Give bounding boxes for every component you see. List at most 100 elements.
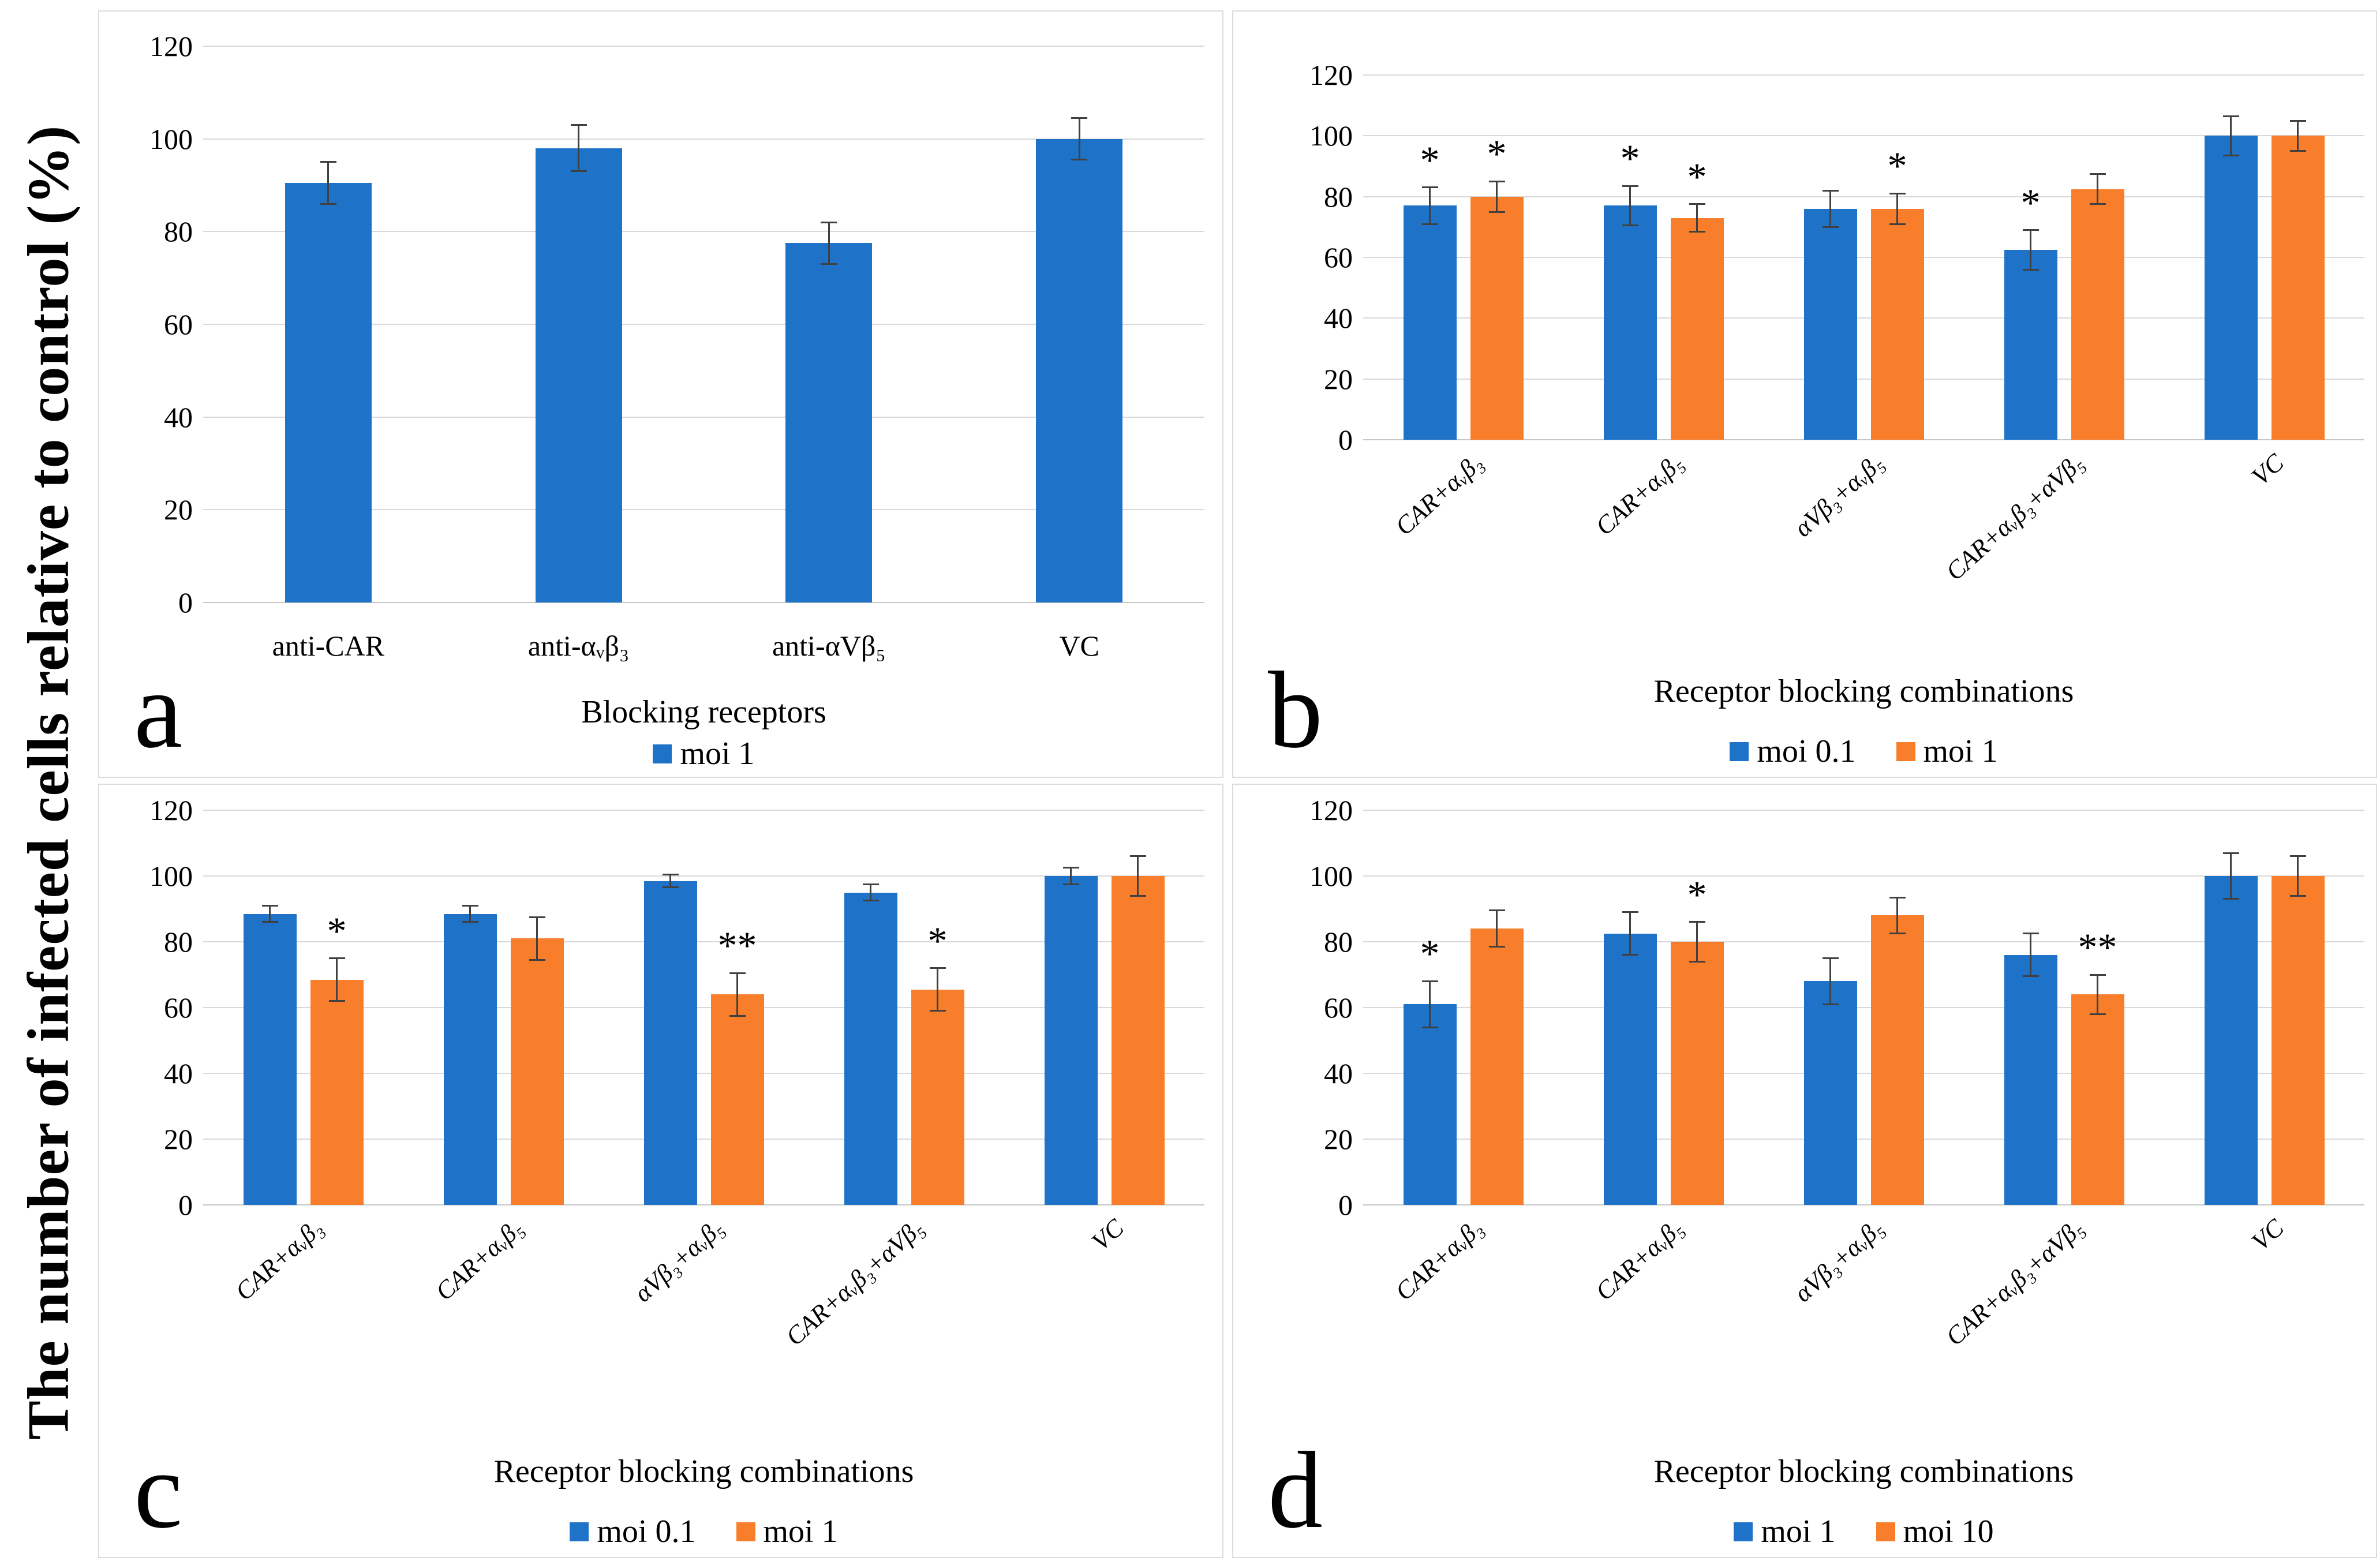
error-bar	[736, 973, 738, 1016]
bar-moi-1-2	[710, 994, 764, 1205]
legend-label: moi 10	[1903, 1514, 1994, 1549]
plot-area-a	[203, 46, 1204, 603]
bar-moi-1-1	[510, 938, 564, 1205]
x-tick-label: anti-CAR	[272, 630, 385, 662]
error-bar-cap	[328, 957, 345, 959]
panel-b: * * * * * * Receptor blocking combinations mo…	[1232, 10, 2377, 778]
error-bar-cap	[2222, 898, 2239, 900]
x-tick-label: CAR+αᵥβ₃	[1390, 448, 1488, 541]
error-bar-cap	[1129, 855, 1146, 858]
sig-marker: **	[2078, 925, 2117, 969]
error-bar	[469, 905, 471, 922]
bar-moi-1-0	[310, 979, 364, 1205]
x-axis-title-a: Blocking receptors	[581, 694, 826, 730]
legend-label: moi 0.1	[1757, 733, 1856, 769]
bar-moi-10-0	[1470, 928, 1524, 1205]
y-tick-label: 100	[1309, 119, 1353, 152]
error-bar	[2030, 933, 2031, 976]
x-tick-label: anti-αVβ₅	[772, 630, 886, 662]
legend-item: moi 0.1	[570, 1513, 696, 1550]
error-bar	[1696, 922, 1698, 962]
error-bar-cap	[1822, 226, 1839, 228]
legend-swatch	[1734, 1522, 1753, 1541]
gridline	[1363, 1204, 2364, 1205]
error-bar	[1496, 910, 1498, 947]
error-bar-cap	[1689, 960, 1705, 963]
y-tick-label: 0	[178, 1189, 193, 1221]
bar-moi-0.1-1	[443, 913, 497, 1205]
sig-marker: *	[1420, 931, 1440, 976]
y-tick-label: 100	[149, 860, 193, 892]
gridline	[1363, 941, 2364, 942]
error-bar	[336, 958, 338, 1001]
x-tick-label: VC	[2246, 1213, 2289, 1256]
bar-moi-1-0	[285, 182, 372, 602]
error-bar	[2297, 121, 2299, 151]
gridline	[1363, 257, 2364, 258]
panel-letter-a: a	[134, 650, 183, 771]
gridline	[203, 875, 1204, 877]
error-bar-cap	[1062, 883, 1079, 885]
error-bar-cap	[462, 921, 478, 923]
x-tick-label: αVβ₃+αᵥβ₅	[1788, 1213, 1889, 1308]
gridline	[203, 941, 1204, 942]
panel-c: * ** * Receptor blocking combinations moi …	[98, 784, 1223, 1558]
gridline	[1363, 196, 2364, 197]
y-tick-label: 20	[164, 1123, 193, 1155]
legend-item: moi 1	[736, 1513, 838, 1550]
error-bar-cap	[729, 1014, 746, 1017]
y-tick-label: 20	[1324, 1123, 1353, 1155]
plot-area-c: * ** *	[203, 810, 1204, 1205]
y-axis-label: The number of infected cells relative to…	[16, 125, 81, 1440]
error-bar-cap	[662, 873, 679, 875]
x-tick-label: CAR+αᵥβ₅	[1590, 448, 1689, 541]
error-bar-cap	[2289, 150, 2306, 152]
error-bar-cap	[1889, 896, 1906, 898]
y-tick-label: 100	[1309, 860, 1353, 892]
legend-item: moi 0.1	[1730, 733, 1856, 770]
error-bar-cap	[1689, 921, 1705, 923]
error-bar	[2230, 116, 2232, 156]
error-bar-cap	[862, 900, 879, 902]
error-bar-cap	[2089, 203, 2106, 205]
bar-moi-1-3	[2004, 954, 2057, 1205]
bar-moi-10-2	[1870, 915, 1924, 1205]
error-bar-cap	[1488, 180, 1505, 182]
x-tick-label: VC	[1086, 1213, 1129, 1256]
y-tick-label: 40	[164, 400, 193, 433]
error-bar-cap	[2022, 933, 2039, 935]
bar-moi-1-4	[1111, 876, 1165, 1205]
bar-moi-0.1-3	[2004, 249, 2057, 440]
gridline	[1363, 810, 2364, 811]
error-bar-cap	[1622, 185, 1638, 187]
error-bar	[1896, 193, 1898, 224]
error-bar	[937, 968, 938, 1011]
error-bar-cap	[320, 161, 336, 163]
x-tick-label: CAR+αᵥβ₃+αVβ₅	[1940, 1213, 2089, 1351]
legend-item: moi 1	[1734, 1513, 1836, 1550]
gridline	[203, 1139, 1204, 1140]
error-bar-cap	[821, 263, 837, 265]
legend-label: moi 1	[1761, 1514, 1836, 1549]
y-tick-label: 80	[1324, 180, 1353, 213]
bar-moi-0.1-4	[1044, 876, 1098, 1205]
sig-marker: *	[1487, 132, 1507, 176]
error-bar-cap	[2089, 974, 2106, 976]
y-tick-label: 40	[1324, 1057, 1353, 1089]
error-bar-cap	[1889, 223, 1906, 225]
gridline	[1363, 1007, 2364, 1008]
legend-swatch	[736, 1522, 755, 1541]
error-bar	[1629, 186, 1631, 226]
y-tick-label: 20	[1324, 362, 1353, 395]
error-bar	[1896, 897, 1898, 934]
gridline	[1363, 439, 2364, 440]
error-bar-cap	[261, 904, 278, 907]
sig-marker: *	[327, 908, 347, 953]
error-bar-cap	[529, 916, 545, 918]
y-tick-label: 80	[164, 215, 193, 248]
panel-d: * * ** Receptor blocking combinations moi …	[1232, 784, 2377, 1558]
error-bar	[578, 125, 580, 171]
gridline	[1363, 1139, 2364, 1140]
gridline	[1363, 74, 2364, 76]
